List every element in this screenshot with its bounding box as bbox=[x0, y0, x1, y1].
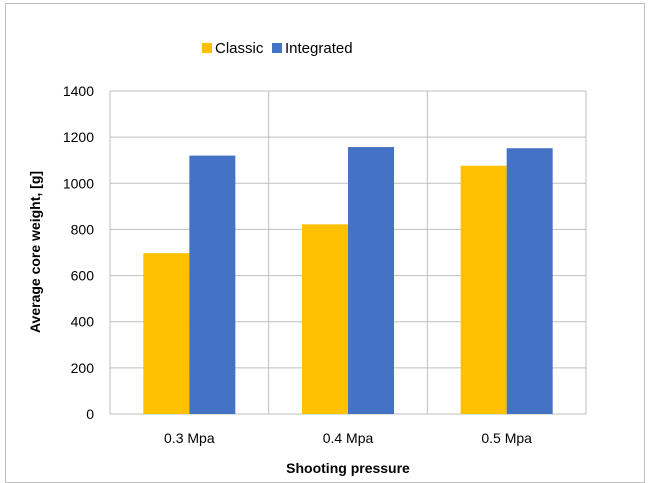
x-tick-label-2: 0.5 Mpa bbox=[481, 430, 532, 446]
y-tick-label-3: 600 bbox=[71, 268, 95, 284]
y-axis-title: Average core weight, [g] bbox=[27, 171, 43, 333]
bar-classic-0 bbox=[143, 253, 190, 414]
x-tick-labels: 0.3 Mpa 0.4 Mpa 0.5 Mpa bbox=[164, 430, 532, 446]
bar-classic-2 bbox=[460, 165, 507, 414]
bar-integrated-0 bbox=[189, 155, 236, 414]
legend: Classic Integrated bbox=[202, 40, 353, 57]
y-tick-label-6: 1200 bbox=[63, 129, 94, 145]
y-tick-label-1: 200 bbox=[71, 360, 95, 376]
legend-swatch-1 bbox=[272, 43, 282, 53]
y-tick-label-5: 1000 bbox=[63, 175, 94, 191]
y-tick-labels: 0 200 400 600 800 1000 1200 1400 bbox=[63, 83, 94, 422]
legend-label-0: Classic bbox=[215, 40, 264, 57]
y-tick-label-4: 800 bbox=[71, 221, 95, 237]
legend-swatch-0 bbox=[202, 43, 212, 53]
x-tick-label-1: 0.4 Mpa bbox=[323, 430, 374, 446]
x-tick-label-0: 0.3 Mpa bbox=[164, 430, 215, 446]
bars bbox=[143, 147, 553, 414]
bar-integrated-1 bbox=[348, 147, 395, 414]
y-tick-label-0: 0 bbox=[86, 406, 94, 422]
x-axis-title: Shooting pressure bbox=[286, 460, 410, 476]
y-tick-label-7: 1400 bbox=[63, 83, 94, 99]
legend-label-1: Integrated bbox=[285, 40, 353, 57]
bar-integrated-2 bbox=[506, 148, 553, 414]
y-tick-label-2: 400 bbox=[71, 314, 95, 330]
bar-classic-1 bbox=[301, 224, 348, 414]
